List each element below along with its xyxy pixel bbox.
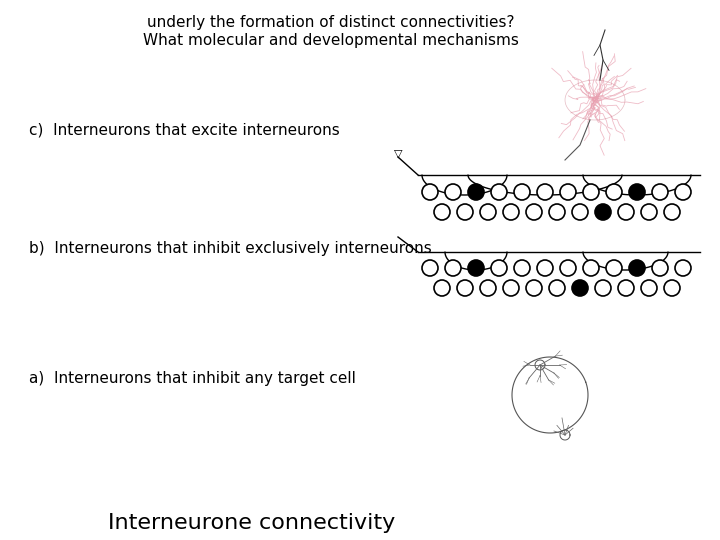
Circle shape [514,260,530,276]
Circle shape [560,260,576,276]
Text: b)  Interneurons that inhibit exclusively interneurons: b) Interneurons that inhibit exclusively… [29,241,431,256]
Circle shape [641,204,657,220]
Circle shape [560,184,576,200]
Circle shape [606,260,622,276]
Circle shape [583,260,599,276]
Text: c)  Interneurons that excite interneurons: c) Interneurons that excite interneurons [29,122,340,137]
Circle shape [641,280,657,296]
Circle shape [468,260,484,276]
Circle shape [537,184,553,200]
Circle shape [491,260,507,276]
Text: What molecular and developmental mechanisms: What molecular and developmental mechani… [143,33,519,48]
Circle shape [480,204,496,220]
Circle shape [434,280,450,296]
Circle shape [583,184,599,200]
Circle shape [572,204,588,220]
Circle shape [618,204,634,220]
Circle shape [664,204,680,220]
Circle shape [480,280,496,296]
Circle shape [595,204,611,220]
Circle shape [514,184,530,200]
Circle shape [606,184,622,200]
Circle shape [468,184,484,200]
Circle shape [572,280,588,296]
Circle shape [445,184,461,200]
Circle shape [629,260,645,276]
Circle shape [457,204,473,220]
Circle shape [618,280,634,296]
Circle shape [526,280,542,296]
Text: a)  Interneurons that inhibit any target cell: a) Interneurons that inhibit any target … [29,370,356,386]
Circle shape [422,260,438,276]
Circle shape [445,260,461,276]
Text: Interneurone connectivity: Interneurone connectivity [109,513,395,533]
Text: underly the formation of distinct connectivities?: underly the formation of distinct connec… [148,15,515,30]
Circle shape [434,204,450,220]
Circle shape [675,184,691,200]
Circle shape [652,184,668,200]
Circle shape [457,280,473,296]
Circle shape [595,280,611,296]
Circle shape [422,184,438,200]
Circle shape [549,204,565,220]
Circle shape [503,204,519,220]
Circle shape [537,260,553,276]
Circle shape [664,280,680,296]
Circle shape [675,260,691,276]
Text: ▽: ▽ [394,148,402,158]
Circle shape [652,260,668,276]
Circle shape [503,280,519,296]
Circle shape [629,184,645,200]
Circle shape [549,280,565,296]
Circle shape [491,184,507,200]
Circle shape [526,204,542,220]
